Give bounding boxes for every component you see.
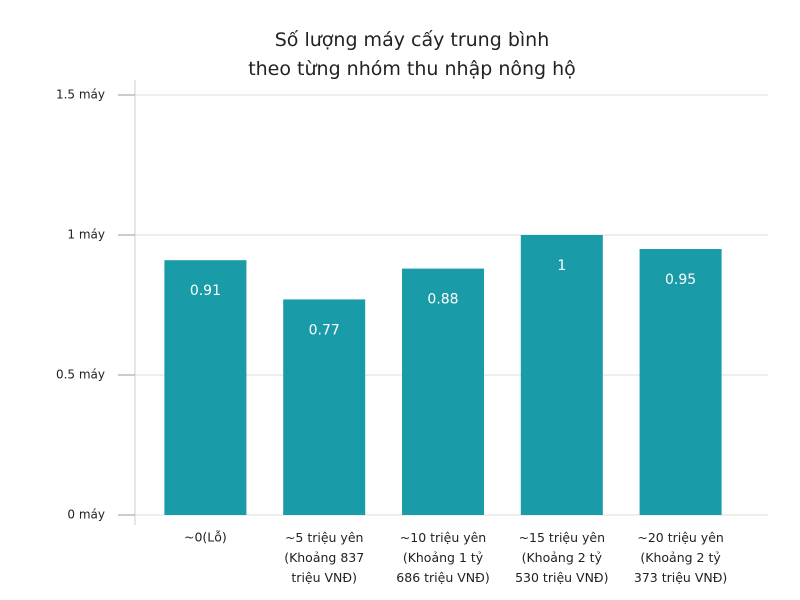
y-tick-label: 0.5 máy: [56, 368, 105, 382]
value-label: 0.88: [427, 292, 458, 308]
x-tick-label: ~5 triệu yên (Khoảng 837 triệu VNĐ): [284, 530, 364, 585]
value-label: 0.77: [309, 322, 340, 338]
x-tick-label: ~20 triệu yên (Khoảng 2 tỷ 373 triệu VNĐ): [634, 530, 727, 585]
bar: [520, 235, 603, 515]
bar: [283, 299, 366, 515]
x-tick-label: ~0(Lỗ): [184, 530, 227, 545]
value-label: 0.91: [190, 283, 221, 299]
bar: [164, 260, 247, 515]
y-tick-label: 1 máy: [67, 228, 105, 242]
value-label: 0.95: [665, 272, 696, 288]
x-tick-label: ~10 triệu yên (Khoảng 1 tỷ 686 triệu VNĐ): [396, 530, 489, 585]
y-tick-label: 0 máy: [67, 508, 105, 522]
x-tick-label: ~15 triệu yên (Khoảng 2 tỷ 530 triệu VNĐ): [515, 530, 608, 585]
bar: [639, 249, 722, 515]
y-tick-label: 1.5 máy: [56, 88, 105, 102]
bar: [402, 268, 484, 515]
chart-title: Số lượng máy cấy trung bình theo từng nhó…: [248, 29, 576, 80]
value-label: 1: [557, 258, 566, 274]
